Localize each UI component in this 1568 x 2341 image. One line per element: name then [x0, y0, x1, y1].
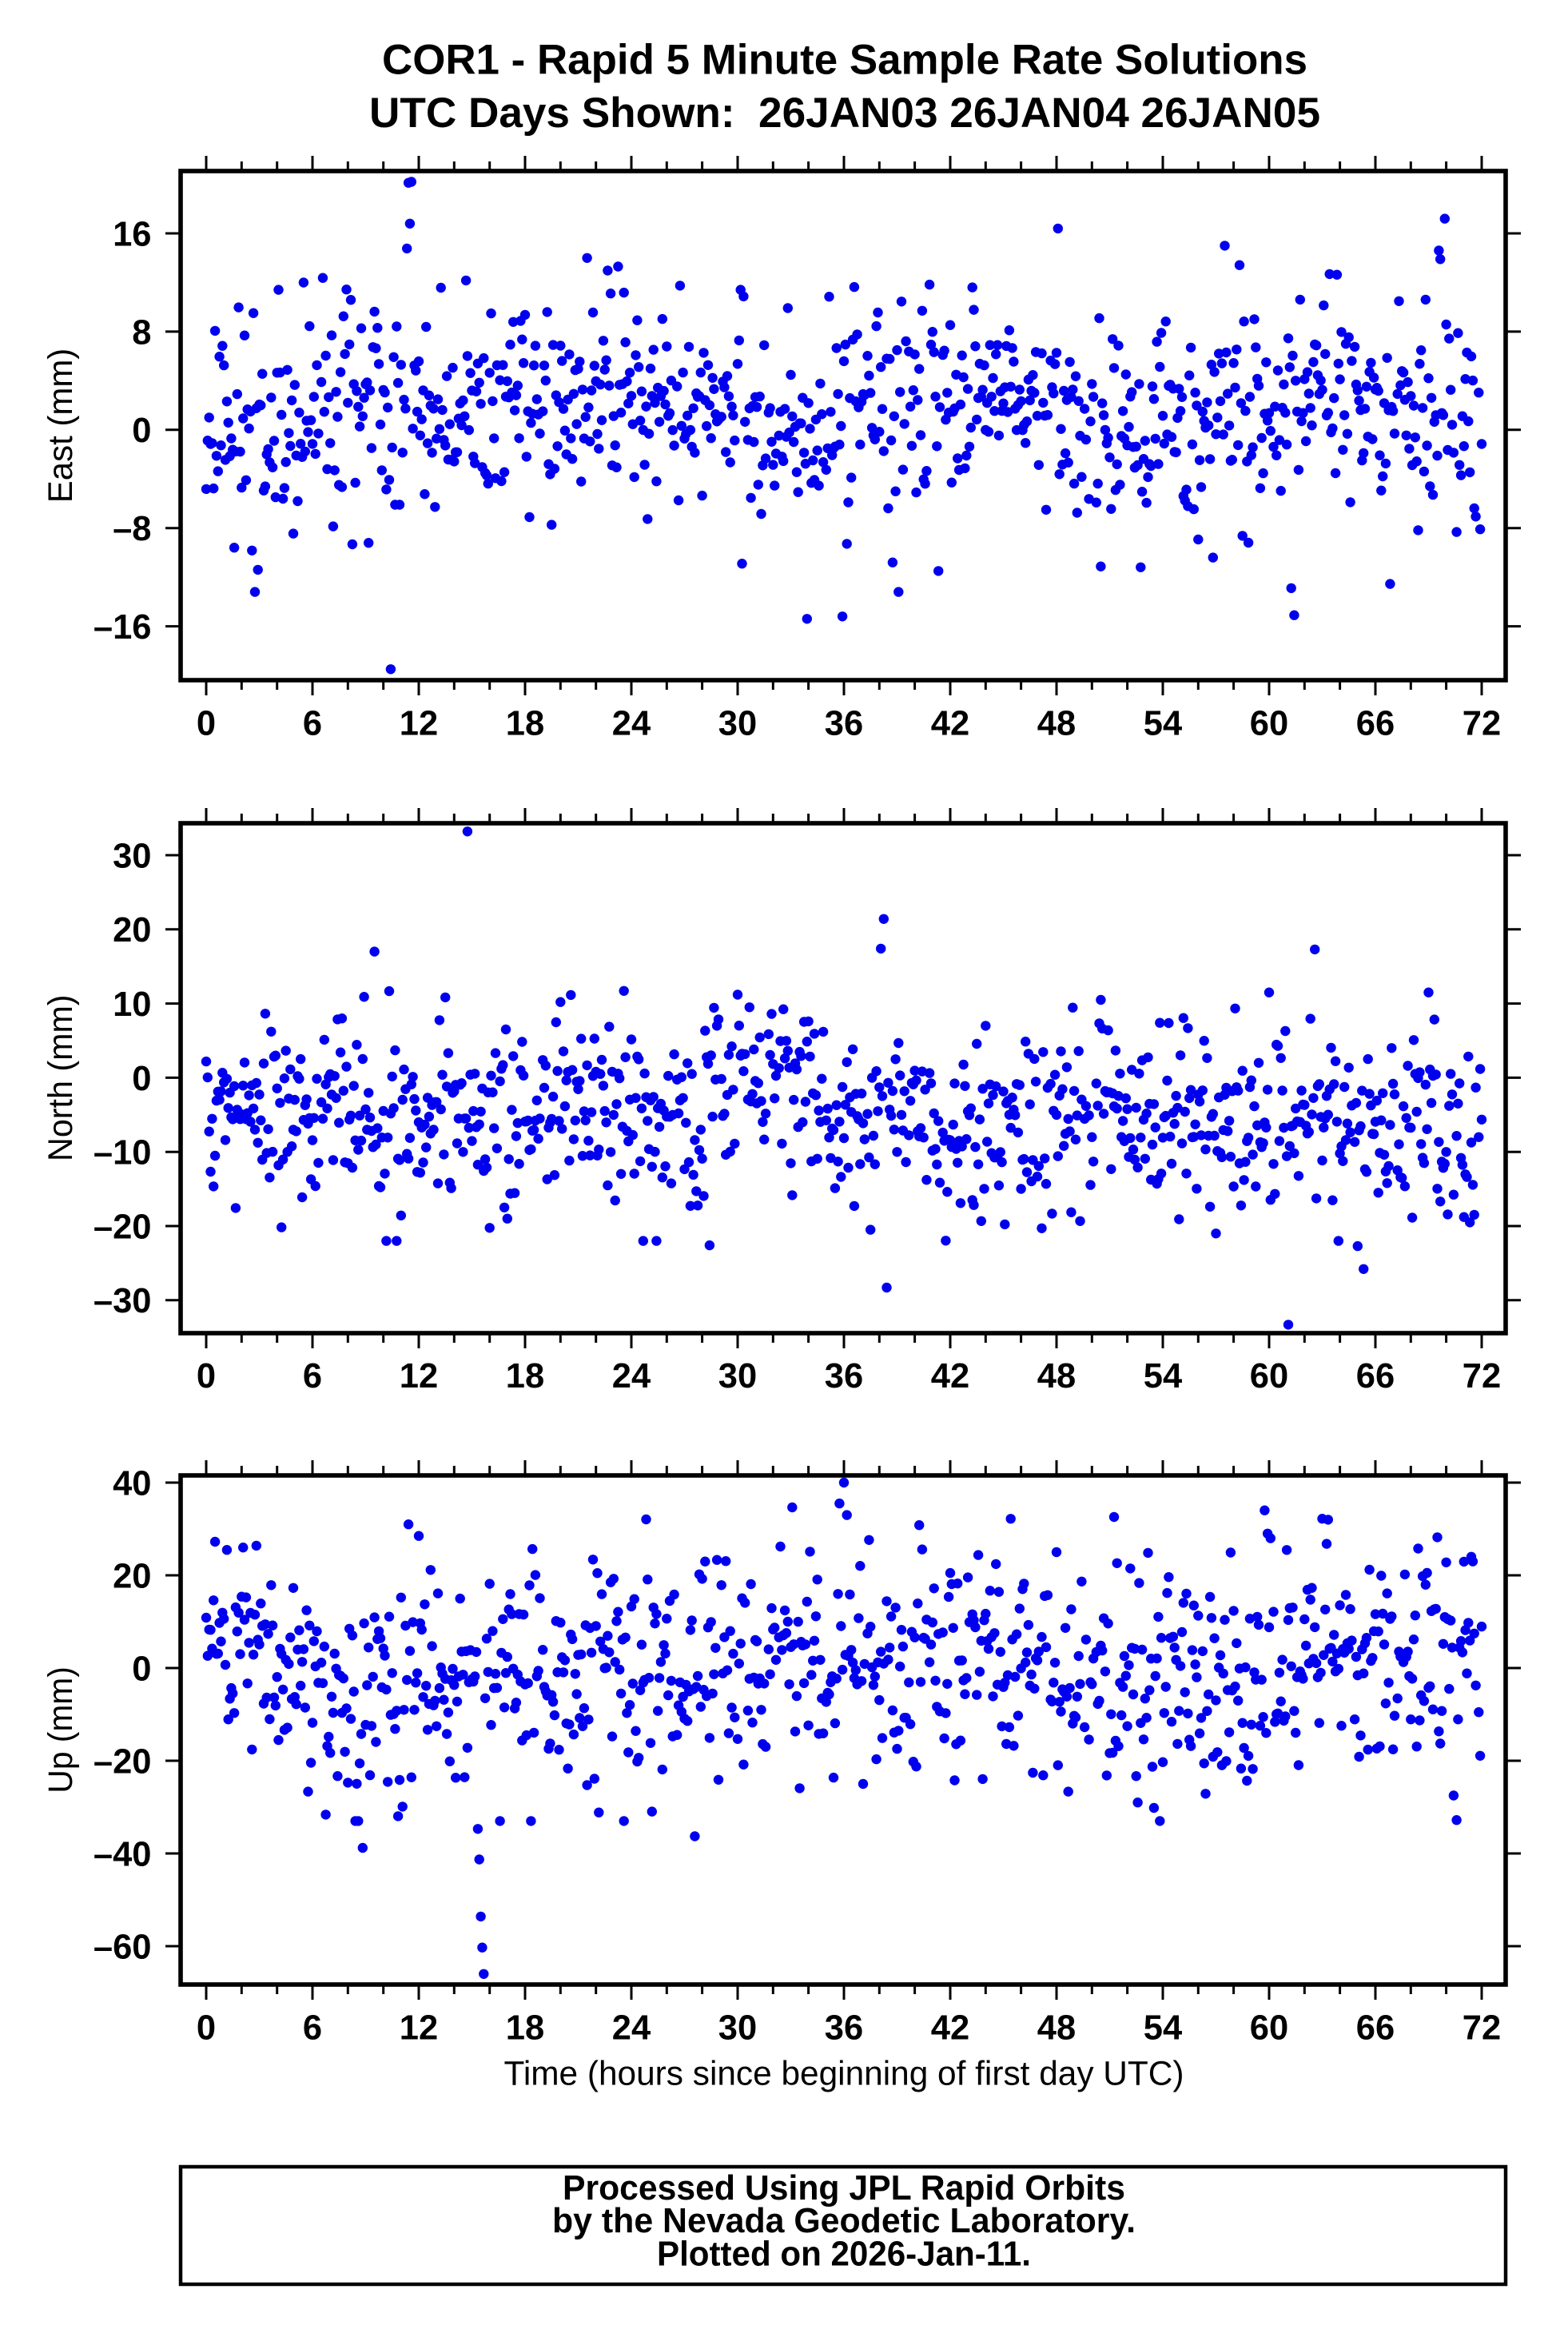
svg-text:0: 0	[132, 412, 151, 450]
svg-text:–40: –40	[94, 1835, 152, 1873]
svg-text:18: 18	[506, 705, 544, 743]
svg-text:0: 0	[197, 2009, 216, 2048]
svg-text:6: 6	[303, 1357, 322, 1395]
svg-text:10: 10	[113, 985, 151, 1024]
svg-text:72: 72	[1463, 705, 1501, 743]
svg-text:–10: –10	[94, 1134, 152, 1172]
svg-text:24: 24	[612, 705, 651, 743]
svg-text:–16: –16	[94, 608, 152, 647]
svg-text:18: 18	[506, 1357, 544, 1395]
svg-text:20: 20	[113, 911, 151, 950]
svg-text:30: 30	[718, 2009, 757, 2048]
svg-text:East (mm): East (mm)	[42, 348, 80, 504]
svg-text:–60: –60	[94, 1928, 152, 1966]
svg-text:66: 66	[1356, 1357, 1395, 1395]
svg-text:–8: –8	[113, 510, 151, 548]
svg-text:72: 72	[1463, 2009, 1501, 2048]
svg-text:12: 12	[400, 1357, 438, 1395]
svg-text:0: 0	[132, 1060, 151, 1098]
svg-text:24: 24	[612, 2009, 651, 2048]
svg-text:0: 0	[197, 705, 216, 743]
svg-text:–20: –20	[94, 1742, 152, 1781]
svg-text:66: 66	[1356, 705, 1395, 743]
svg-text:18: 18	[506, 2009, 544, 2048]
svg-text:30: 30	[718, 705, 757, 743]
svg-text:COR1 - Rapid 5 Minute Sample R: COR1 - Rapid 5 Minute Sample Rate Soluti…	[382, 36, 1307, 83]
svg-text:Processed Using JPL Rapid Orbi: Processed Using JPL Rapid Orbits	[563, 2168, 1125, 2208]
svg-text:by the Nevada Geodetic Laborat: by the Nevada Geodetic Laboratory.	[552, 2201, 1136, 2240]
svg-text:20: 20	[113, 1557, 151, 1595]
svg-text:0: 0	[132, 1650, 151, 1688]
svg-text:54: 54	[1144, 705, 1182, 743]
svg-text:60: 60	[1250, 2009, 1288, 2048]
svg-text:40: 40	[113, 1464, 151, 1503]
svg-text:Up (mm): Up (mm)	[42, 1666, 80, 1793]
svg-text:72: 72	[1463, 1357, 1501, 1395]
svg-text:–20: –20	[94, 1208, 152, 1246]
svg-text:48: 48	[1037, 705, 1076, 743]
svg-text:6: 6	[303, 705, 322, 743]
svg-text:60: 60	[1250, 1357, 1288, 1395]
svg-text:42: 42	[931, 1357, 969, 1395]
svg-text:66: 66	[1356, 2009, 1395, 2048]
svg-text:42: 42	[931, 705, 969, 743]
svg-text:–30: –30	[94, 1282, 152, 1320]
svg-text:Time (hours since beginning of: Time (hours since beginning of first day…	[504, 2054, 1184, 2092]
svg-text:36: 36	[825, 705, 863, 743]
svg-text:60: 60	[1250, 705, 1288, 743]
svg-text:42: 42	[931, 2009, 969, 2048]
svg-text:Plotted on 2026-Jan-11.: Plotted on 2026-Jan-11.	[657, 2235, 1031, 2274]
svg-text:24: 24	[612, 1357, 651, 1395]
svg-text:30: 30	[113, 837, 151, 875]
svg-text:UTC Days Shown: 26JAN03 26JAN: UTC Days Shown: 26JAN03 26JAN04 26JAN05	[369, 90, 1320, 137]
svg-text:12: 12	[400, 2009, 438, 2048]
svg-text:0: 0	[197, 1357, 216, 1395]
svg-text:54: 54	[1144, 1357, 1182, 1395]
svg-text:8: 8	[132, 313, 151, 352]
svg-text:36: 36	[825, 2009, 863, 2048]
svg-text:6: 6	[303, 2009, 322, 2048]
svg-text:30: 30	[718, 1357, 757, 1395]
svg-text:16: 16	[113, 215, 151, 253]
svg-text:54: 54	[1144, 2009, 1182, 2048]
svg-text:36: 36	[825, 1357, 863, 1395]
svg-text:48: 48	[1037, 1357, 1076, 1395]
svg-text:North (mm): North (mm)	[42, 994, 80, 1161]
svg-text:48: 48	[1037, 2009, 1076, 2048]
svg-text:12: 12	[400, 705, 438, 743]
